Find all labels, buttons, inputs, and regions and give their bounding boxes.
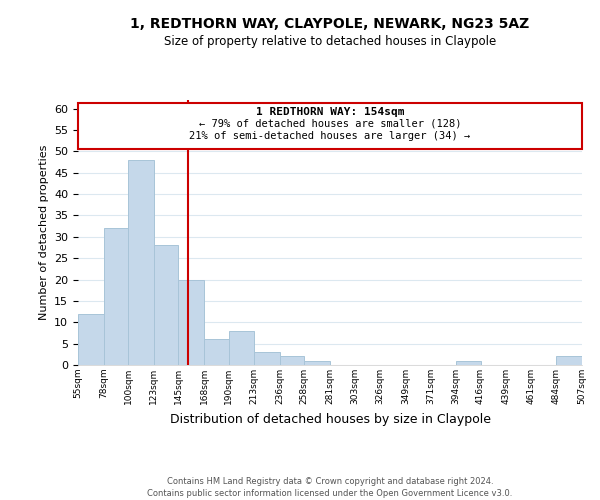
Bar (456, 360, 481, 365)
Bar (78, 104, 582, 149)
Text: 1, REDTHORN WAY, CLAYPOLE, NEWARK, NG23 5AZ: 1, REDTHORN WAY, CLAYPOLE, NEWARK, NG23 … (130, 18, 530, 32)
Bar (78, 314, 104, 365)
Text: Contains HM Land Registry data © Crown copyright and database right 2024.: Contains HM Land Registry data © Crown c… (167, 478, 493, 486)
Bar (204, 340, 229, 365)
Bar (254, 352, 280, 365)
Text: 1 REDTHORN WAY: 154sqm: 1 REDTHORN WAY: 154sqm (256, 106, 404, 117)
Text: Distribution of detached houses by size in Claypole: Distribution of detached houses by size … (170, 412, 491, 426)
Bar (154, 246, 178, 365)
Text: Contains public sector information licensed under the Open Government Licence v3: Contains public sector information licen… (148, 489, 512, 498)
Text: ← 79% of detached houses are smaller (128): ← 79% of detached houses are smaller (12… (199, 118, 461, 128)
Bar (304, 360, 330, 365)
Bar (128, 160, 154, 365)
Text: Size of property relative to detached houses in Claypole: Size of property relative to detached ho… (164, 35, 496, 48)
Bar (104, 228, 128, 365)
Bar (229, 331, 254, 365)
Y-axis label: Number of detached properties: Number of detached properties (38, 145, 49, 320)
Text: 21% of semi-detached houses are larger (34) →: 21% of semi-detached houses are larger (… (190, 132, 470, 141)
Bar (280, 356, 304, 365)
Bar (178, 280, 204, 365)
Bar (556, 356, 582, 365)
